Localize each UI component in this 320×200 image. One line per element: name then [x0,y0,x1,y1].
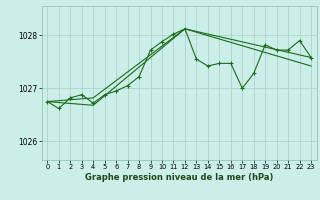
X-axis label: Graphe pression niveau de la mer (hPa): Graphe pression niveau de la mer (hPa) [85,173,273,182]
